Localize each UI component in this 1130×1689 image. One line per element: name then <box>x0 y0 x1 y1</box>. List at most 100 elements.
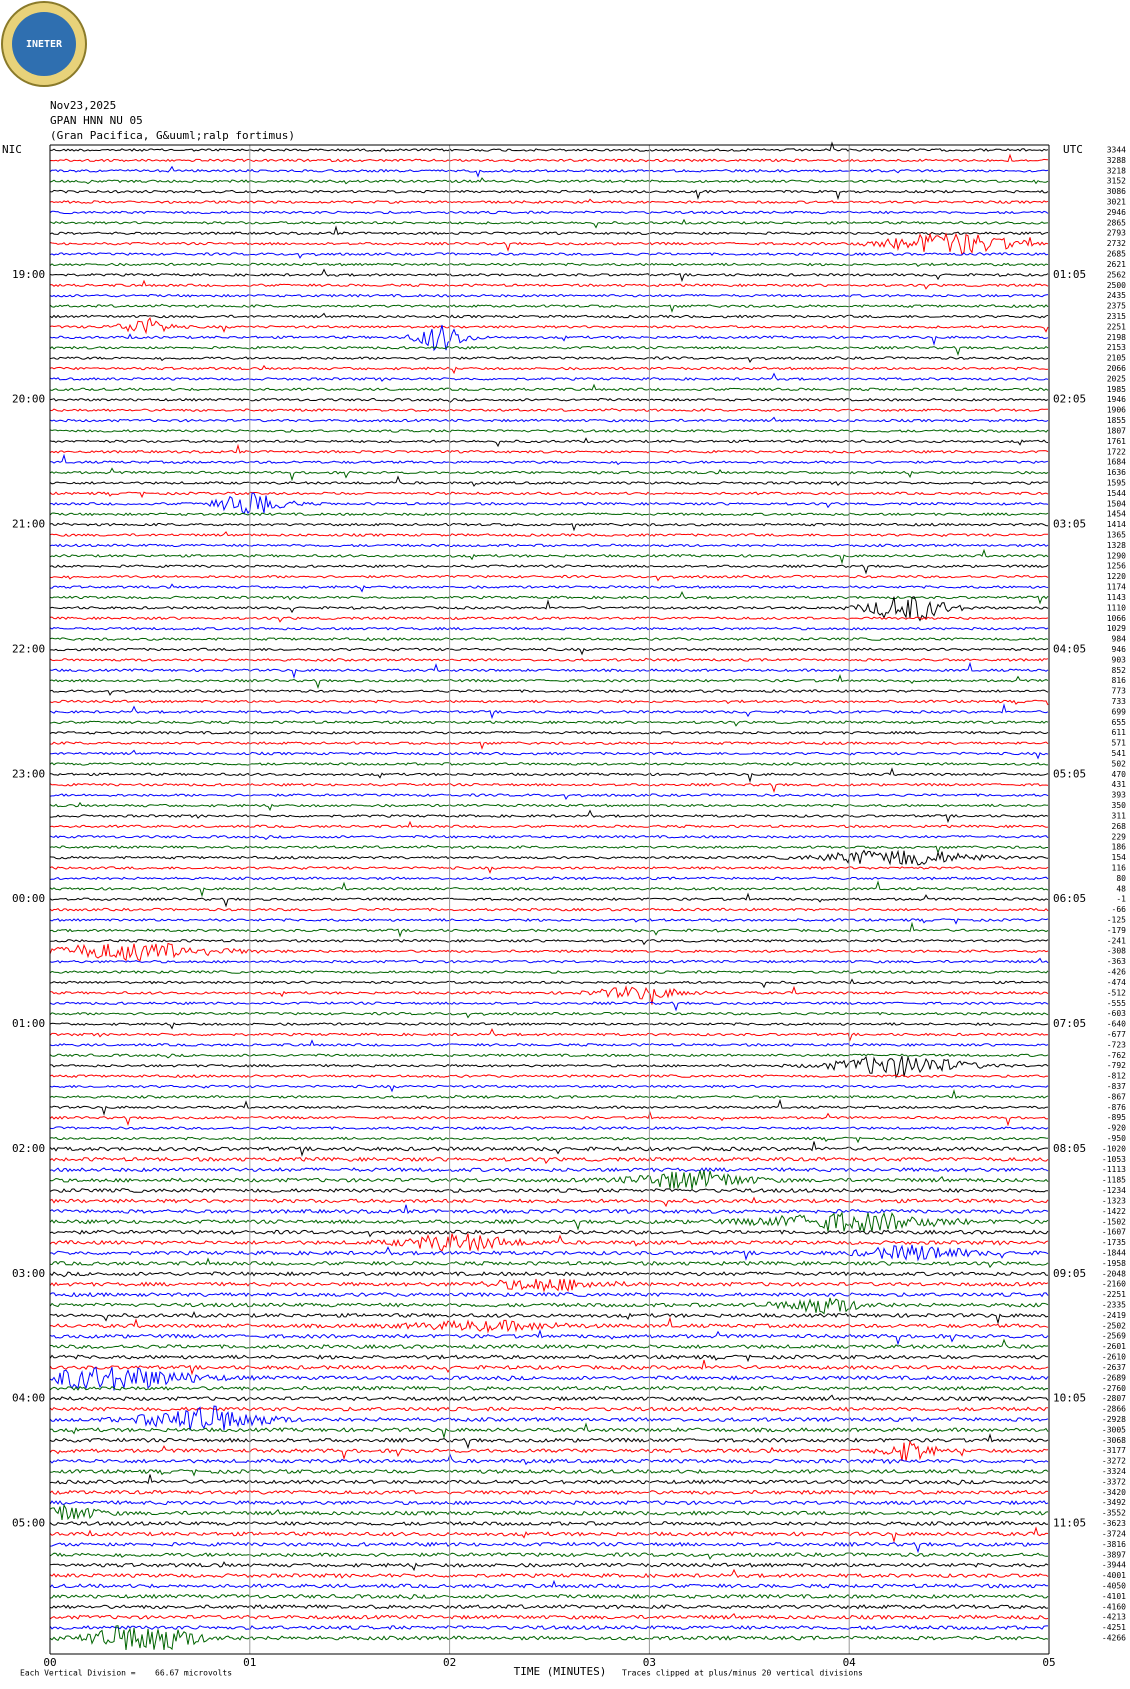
trace <box>49 356 1049 364</box>
trace-offset-label: -308 <box>1107 947 1126 956</box>
trace <box>49 1579 1048 1589</box>
trace-offset-label: 311 <box>1112 811 1127 820</box>
trace <box>49 1088 1049 1099</box>
trace <box>49 1233 1049 1252</box>
trace-offset-label: -2807 <box>1102 1394 1126 1403</box>
trace <box>49 316 1049 335</box>
trace-offset-label: 699 <box>1112 707 1127 716</box>
trace-offset-label: -1020 <box>1102 1144 1126 1153</box>
trace <box>49 522 1049 532</box>
trace <box>49 372 1049 382</box>
trace-offset-label: 1807 <box>1107 426 1126 435</box>
trace <box>50 809 1049 824</box>
trace-offset-label: -2502 <box>1102 1321 1126 1330</box>
trace <box>49 1291 1049 1298</box>
trace-offset-label: 3344 <box>1107 146 1126 155</box>
trace-offset-label: -1053 <box>1102 1155 1126 1164</box>
trace <box>49 689 1049 696</box>
trace <box>49 262 1049 267</box>
trace <box>49 1136 1049 1144</box>
trace-offset-label: 1174 <box>1107 583 1126 592</box>
trace <box>49 574 1049 582</box>
footer-division: Each Vertical Division = <box>20 1669 136 1678</box>
trace-offset-label: 502 <box>1112 759 1127 768</box>
right-time-label: 03:05 <box>1053 518 1086 531</box>
x-tick-label: 02 <box>443 1656 456 1669</box>
trace <box>49 1541 1049 1554</box>
trace <box>49 880 1049 898</box>
right-time-label: 04:05 <box>1053 642 1086 655</box>
trace-offset-label: 2500 <box>1107 281 1126 290</box>
trace-offset-label: 1684 <box>1107 458 1126 467</box>
trace-offset-label: 903 <box>1112 655 1127 664</box>
trace-offset-label: -3623 <box>1102 1519 1126 1528</box>
trace <box>49 1338 1049 1350</box>
trace-offset-label: 1256 <box>1107 562 1126 571</box>
trace-offset-label: -512 <box>1107 988 1126 997</box>
trace-offset-label: -3897 <box>1102 1550 1126 1559</box>
left-time-label: 01:00 <box>12 1017 45 1030</box>
left-axis-title: NIC <box>2 143 22 156</box>
trace-offset-label: -4251 <box>1102 1623 1126 1632</box>
trace-offset-label: 2562 <box>1107 270 1126 279</box>
trace-offset-label: -603 <box>1107 1009 1126 1018</box>
trace <box>49 252 1049 259</box>
trace-offset-label: 116 <box>1112 863 1127 872</box>
trace <box>49 531 1048 538</box>
trace-offset-label: 3021 <box>1107 198 1126 207</box>
trace-offset-label: -3324 <box>1102 1467 1126 1476</box>
header-date: Nov23,2025 <box>50 99 116 112</box>
trace <box>49 1625 1049 1651</box>
x-tick-label: 01 <box>243 1656 256 1669</box>
trace-offset-label: -1 <box>1116 895 1126 904</box>
trace-offset-label: -2160 <box>1102 1280 1126 1289</box>
trace-offset-label: 733 <box>1112 697 1127 706</box>
trace <box>49 1257 1049 1269</box>
trace-offset-label: -3944 <box>1102 1561 1126 1570</box>
trace-offset-label: 2315 <box>1107 312 1126 321</box>
trace <box>49 1474 1049 1486</box>
trace <box>50 1055 1049 1079</box>
trace-offset-label: 541 <box>1112 749 1127 758</box>
trace <box>49 647 1049 656</box>
trace <box>49 834 1049 841</box>
trace <box>49 383 1049 392</box>
trace-offset-label: 2025 <box>1107 374 1126 383</box>
trace-offset-label: -1844 <box>1102 1248 1126 1257</box>
trace-offset-label: 1328 <box>1107 541 1126 550</box>
trace <box>49 1001 1049 1012</box>
trace <box>49 492 1049 515</box>
trace-offset-label: 1906 <box>1107 406 1126 415</box>
x-axis-title: TIME (MINUTES) <box>514 1665 607 1678</box>
trace-offset-label: -1234 <box>1102 1186 1126 1195</box>
trace <box>49 616 1049 623</box>
trace-offset-label: 2865 <box>1107 218 1126 227</box>
trace-offset-label: -4160 <box>1102 1602 1126 1611</box>
trace <box>49 1196 1049 1208</box>
trace-offset-label: -2866 <box>1102 1405 1126 1414</box>
trace <box>49 590 1049 605</box>
trace <box>49 907 1049 912</box>
x-tick-label: 00 <box>43 1656 56 1669</box>
trace <box>49 453 1049 466</box>
trace <box>49 177 1049 185</box>
trace <box>49 1526 1049 1544</box>
trace <box>49 767 1049 784</box>
footer-clip: Traces clipped at plus/minus 20 vertical… <box>622 1669 863 1678</box>
trace <box>49 793 1049 801</box>
trace <box>49 218 1049 229</box>
left-time-label: 19:00 <box>12 268 45 281</box>
trace-offset-label: 3218 <box>1107 166 1126 175</box>
trace-offset-label: 2198 <box>1107 333 1126 342</box>
trace <box>49 189 1049 201</box>
trace <box>49 1027 1049 1042</box>
left-time-label: 23:00 <box>12 767 45 780</box>
trace <box>49 397 1049 404</box>
trace <box>49 1278 1049 1293</box>
trace-offset-label: 1143 <box>1107 593 1126 602</box>
header-location: (Gran Pacifica, G&uuml;ralp fortimus) <box>50 129 295 142</box>
left-time-label: 00:00 <box>12 892 45 905</box>
footer-scale: 66.67 microvolts <box>155 1669 232 1678</box>
trace <box>49 1612 1049 1620</box>
trace <box>49 749 1049 760</box>
